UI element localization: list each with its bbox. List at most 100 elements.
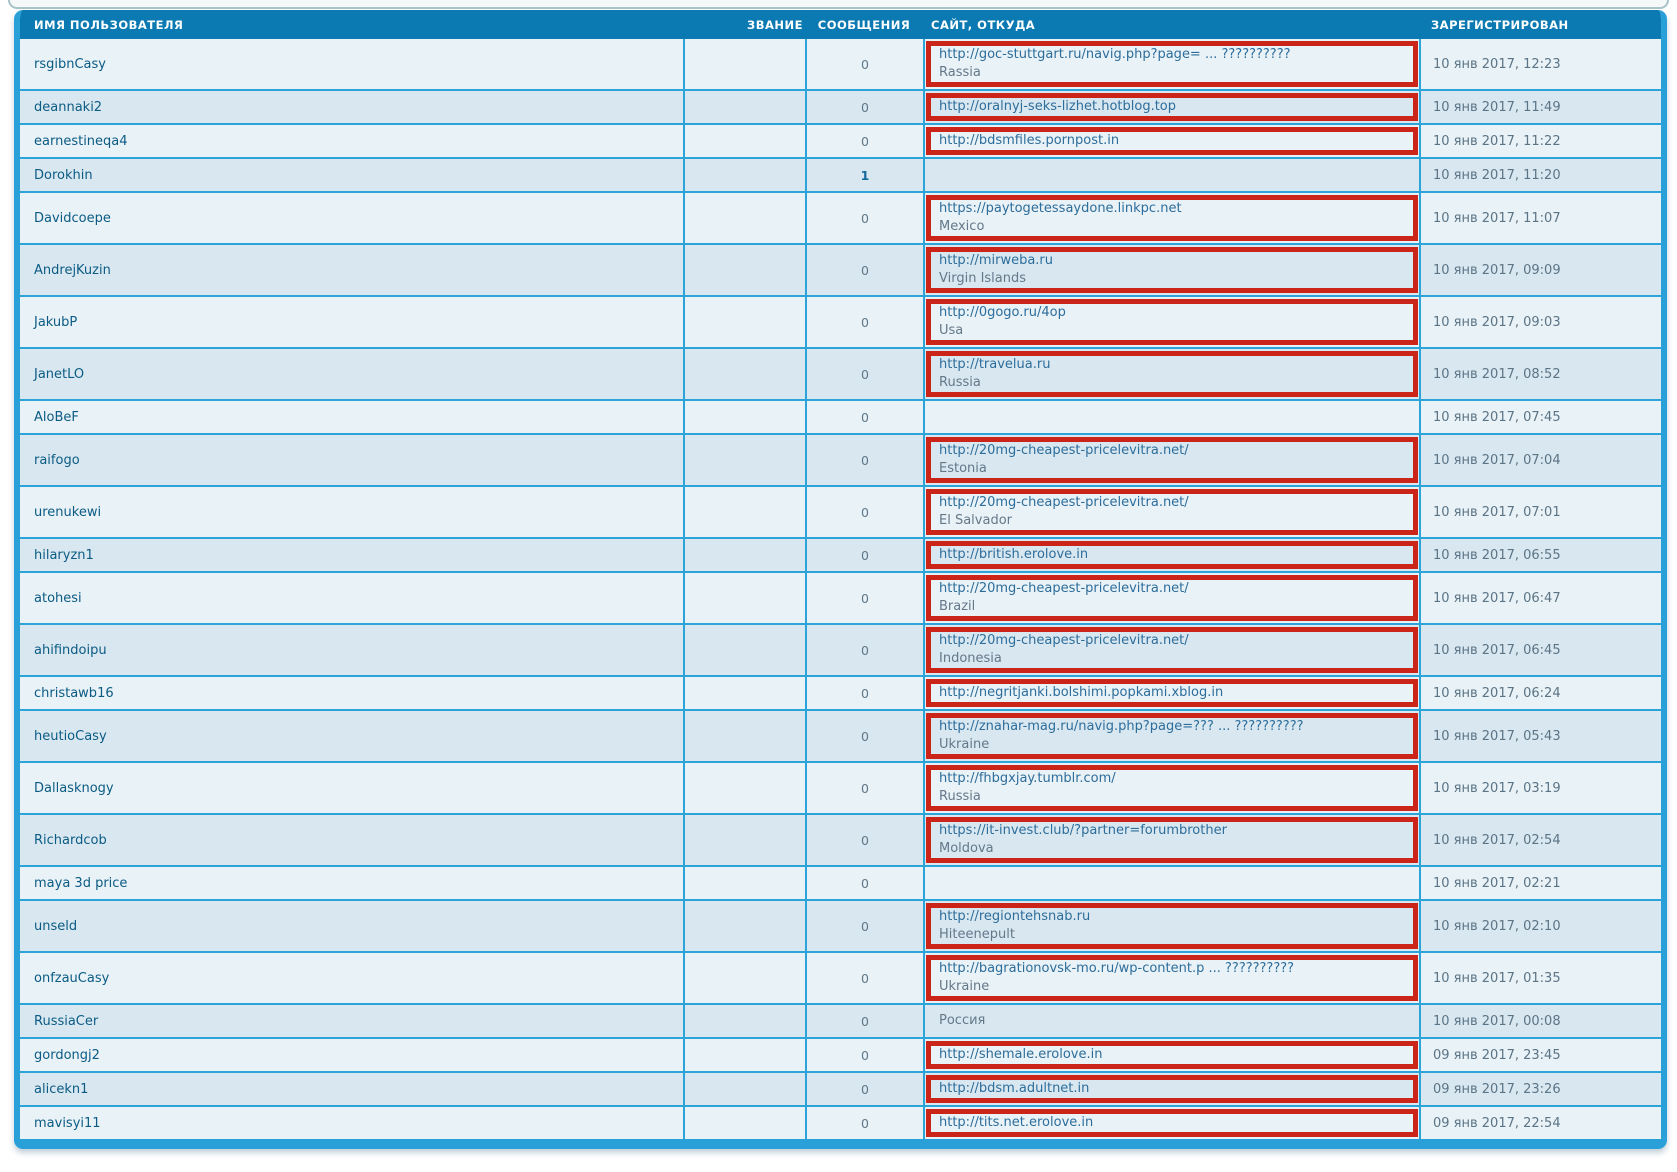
username-link[interactable]: Richardcob bbox=[34, 832, 107, 848]
registered-date: 10 янв 2017, 03:19 bbox=[1419, 763, 1661, 813]
header-rank[interactable]: ЗВАНИЕ bbox=[747, 17, 803, 32]
username-link[interactable]: raifogo bbox=[34, 452, 80, 468]
site-link[interactable]: http://bdsmfiles.pornpost.in bbox=[939, 133, 1120, 148]
post-count: 0 bbox=[861, 99, 869, 115]
rank-cell bbox=[683, 867, 805, 899]
username-link[interactable]: hilaryzn1 bbox=[34, 547, 94, 563]
table-body: rsgibnCasy 0 http://goc-stuttgart.ru/navig… bbox=[20, 39, 1661, 1139]
site-link[interactable]: http://travelua.ru bbox=[939, 357, 1051, 372]
site-cell: http://0gogo.ru/4op Usa bbox=[923, 297, 1419, 347]
header-username[interactable]: ИМЯ ПОЛЬЗОВАТЕЛЯ bbox=[34, 17, 184, 32]
username-link[interactable]: onfzauCasy bbox=[34, 970, 110, 986]
site-link[interactable]: http://bdsm.adultnet.in bbox=[939, 1081, 1090, 1096]
post-count[interactable]: 1 bbox=[860, 167, 870, 183]
table-row: JakubP 0 http://0gogo.ru/4op Usa 10 янв 2017… bbox=[20, 295, 1661, 347]
post-count: 0 bbox=[861, 210, 869, 226]
site-link[interactable]: http://goc-stuttgart.ru/navig.php?page= … bbox=[939, 47, 1291, 62]
table-header-row: ИМЯ ПОЛЬЗОВАТЕЛЯ ЗВАНИЕ СООБЩЕНИЯ САЙТ, … bbox=[20, 10, 1661, 39]
post-count: 0 bbox=[861, 918, 869, 934]
username-link[interactable]: Dorokhin bbox=[34, 167, 93, 183]
registered-date: 10 янв 2017, 02:21 bbox=[1419, 867, 1661, 899]
username-link[interactable]: ahifindoipu bbox=[34, 642, 107, 658]
site-cell: http://british.erolove.in bbox=[923, 539, 1419, 571]
header-registered[interactable]: ЗАРЕГИСТРИРОВАН bbox=[1431, 17, 1569, 32]
post-count: 0 bbox=[861, 780, 869, 796]
site-link[interactable]: https://paytogetessaydone.linkpc.net bbox=[939, 201, 1182, 216]
username-link[interactable]: atohesi bbox=[34, 590, 82, 606]
username-link[interactable]: maya 3d price bbox=[34, 875, 128, 891]
registered-date: 10 янв 2017, 06:45 bbox=[1419, 625, 1661, 675]
site-link[interactable]: http://british.erolove.in bbox=[939, 547, 1089, 562]
site-link[interactable]: http://20mg-cheapest-pricelevitra.net/ bbox=[939, 443, 1189, 458]
registered-date: 10 янв 2017, 11:22 bbox=[1419, 125, 1661, 157]
rank-cell bbox=[683, 1039, 805, 1071]
site-link[interactable]: https://it-invest.club/?partner=forumbro… bbox=[939, 823, 1227, 838]
site-cell: http://travelua.ru Russia bbox=[923, 349, 1419, 399]
rank-cell bbox=[683, 573, 805, 623]
username-link[interactable]: heutioCasy bbox=[34, 728, 107, 744]
rank-cell bbox=[683, 159, 805, 191]
site-link[interactable]: http://shemale.erolove.in bbox=[939, 1047, 1103, 1062]
site-link[interactable]: http://znahar-mag.ru/navig.php?page=??? … bbox=[939, 719, 1304, 734]
username-link[interactable]: urenukewi bbox=[34, 504, 102, 520]
site-cell: http://20mg-cheapest-pricelevitra.net/Es… bbox=[923, 435, 1419, 485]
location-text: Brazil bbox=[939, 599, 976, 614]
registered-date: 10 янв 2017, 11:07 bbox=[1419, 193, 1661, 243]
site-link[interactable]: http://tits.net.erolove.in bbox=[939, 1115, 1094, 1130]
post-count: 0 bbox=[861, 504, 869, 520]
registered-date: 10 янв 2017, 06:24 bbox=[1419, 677, 1661, 709]
registered-date: 10 янв 2017, 07:01 bbox=[1419, 487, 1661, 537]
rank-cell bbox=[683, 625, 805, 675]
site-cell: http://bdsm.adultnet.in bbox=[923, 1073, 1419, 1105]
table-row: earnestineqa4 0 http://bdsmfiles.pornpost.… bbox=[20, 123, 1661, 157]
site-cell: https://it-invest.club/?partner=forumbro… bbox=[923, 815, 1419, 865]
rank-cell bbox=[683, 901, 805, 951]
location-text: Ukraine bbox=[939, 737, 990, 752]
site-link[interactable]: http://oralnyj-seks-lizhet.hotblog.top bbox=[939, 99, 1177, 114]
post-count: 0 bbox=[861, 685, 869, 701]
username-link[interactable]: unseld bbox=[34, 918, 78, 934]
site-link[interactable]: http://negritjanki.bolshimi.popkami.xblo… bbox=[939, 685, 1224, 700]
post-count: 0 bbox=[861, 547, 869, 563]
registered-date: 10 янв 2017, 11:20 bbox=[1419, 159, 1661, 191]
username-link[interactable]: RussiaCer bbox=[34, 1013, 99, 1029]
site-cell: http://regiontehsnab.ru Hiteenepult bbox=[923, 901, 1419, 951]
site-link[interactable]: http://regiontehsnab.ru bbox=[939, 909, 1091, 924]
username-link[interactable]: earnestineqa4 bbox=[34, 133, 128, 149]
site-link[interactable]: http://20mg-cheapest-pricelevitra.net/ bbox=[939, 633, 1189, 648]
registered-date: 09 янв 2017, 23:26 bbox=[1419, 1073, 1661, 1105]
post-count: 0 bbox=[861, 1047, 869, 1063]
site-link[interactable]: http://0gogo.ru/4op bbox=[939, 305, 1066, 320]
username-link[interactable]: AloBeF bbox=[34, 409, 79, 425]
rank-cell bbox=[683, 539, 805, 571]
username-link[interactable]: gordongj2 bbox=[34, 1047, 100, 1063]
site-link[interactable]: http://fhbgxjay.tumblr.com/ bbox=[939, 771, 1116, 786]
username-link[interactable]: Dallasknogy bbox=[34, 780, 114, 796]
username-link[interactable]: deannaki2 bbox=[34, 99, 103, 115]
registered-date: 10 янв 2017, 01:35 bbox=[1419, 953, 1661, 1003]
rank-cell bbox=[683, 297, 805, 347]
username-link[interactable]: mavisyi11 bbox=[34, 1115, 101, 1131]
table-row: alicekn1 0 http://bdsm.adultnet.in 09 янв 2… bbox=[20, 1071, 1661, 1105]
username-link[interactable]: Davidcoepe bbox=[34, 210, 111, 226]
location-text: Indonesia bbox=[939, 651, 1002, 666]
rank-cell bbox=[683, 677, 805, 709]
site-link[interactable]: http://mirweba.ru bbox=[939, 253, 1054, 268]
site-link[interactable]: http://20mg-cheapest-pricelevitra.net/ bbox=[939, 581, 1189, 596]
username-link[interactable]: JakubP bbox=[34, 314, 78, 330]
table-row: mavisyi11 0 http://tits.net.erolove.in 09 я… bbox=[20, 1105, 1661, 1139]
site-link[interactable]: http://bagrationovsk-mo.ru/wp-content.p … bbox=[939, 961, 1295, 976]
registered-date: 10 янв 2017, 02:54 bbox=[1419, 815, 1661, 865]
post-count: 0 bbox=[861, 1115, 869, 1131]
table-row: atohesi 0 http://20mg-cheapest-pricelevitr… bbox=[20, 571, 1661, 623]
site-link[interactable]: http://20mg-cheapest-pricelevitra.net/ bbox=[939, 495, 1189, 510]
username-link[interactable]: christawb16 bbox=[34, 685, 114, 701]
username-link[interactable]: AndrejKuzin bbox=[34, 262, 111, 278]
post-count: 0 bbox=[861, 970, 869, 986]
table-row: Dorokhin 1 10 янв 2017, 11:20 bbox=[20, 157, 1661, 191]
header-posts[interactable]: СООБЩЕНИЯ bbox=[817, 17, 911, 32]
username-link[interactable]: JanetLO bbox=[34, 366, 85, 382]
username-link[interactable]: alicekn1 bbox=[34, 1081, 89, 1097]
username-link[interactable]: rsgibnCasy bbox=[34, 56, 106, 72]
